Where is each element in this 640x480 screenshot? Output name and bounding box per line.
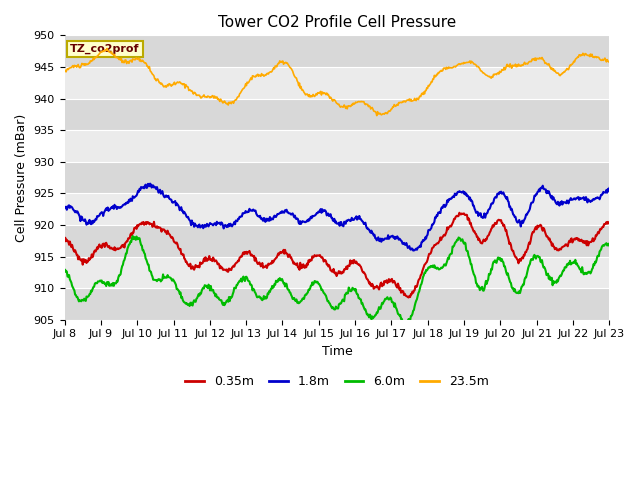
Y-axis label: Cell Pressure (mBar): Cell Pressure (mBar)	[15, 113, 28, 241]
Bar	[65, 130, 609, 162]
Text: TZ_co2prof: TZ_co2prof	[70, 44, 140, 54]
Bar	[65, 193, 609, 225]
Title: Tower CO2 Profile Cell Pressure: Tower CO2 Profile Cell Pressure	[218, 15, 456, 30]
Bar	[65, 256, 609, 288]
Legend: 0.35m, 1.8m, 6.0m, 23.5m: 0.35m, 1.8m, 6.0m, 23.5m	[180, 370, 494, 393]
Bar	[65, 225, 609, 256]
Bar	[65, 98, 609, 130]
Bar	[65, 67, 609, 98]
Bar	[65, 162, 609, 193]
X-axis label: Time: Time	[322, 345, 353, 358]
Bar	[65, 288, 609, 320]
Bar	[65, 36, 609, 67]
